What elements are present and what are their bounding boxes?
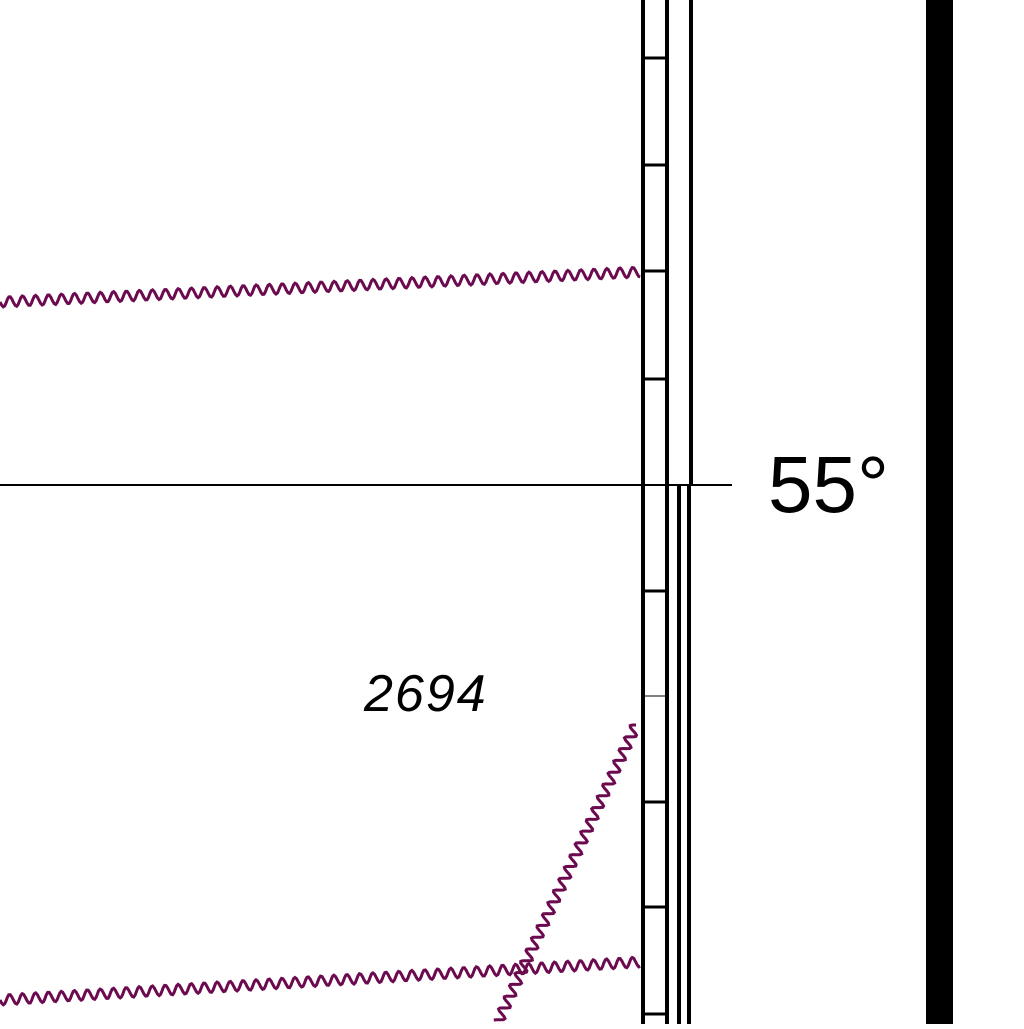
neat-line xyxy=(926,0,953,1024)
wavy-boundaries xyxy=(0,265,641,1022)
wavy-boundary-line xyxy=(0,955,641,1007)
scale-ticks xyxy=(643,56,667,1016)
wavy-boundary-line xyxy=(0,265,641,309)
depth-sounding-label: 2694 xyxy=(364,665,488,723)
latitude-label: 55° xyxy=(768,440,889,529)
wavy-boundary-line xyxy=(493,723,639,1022)
